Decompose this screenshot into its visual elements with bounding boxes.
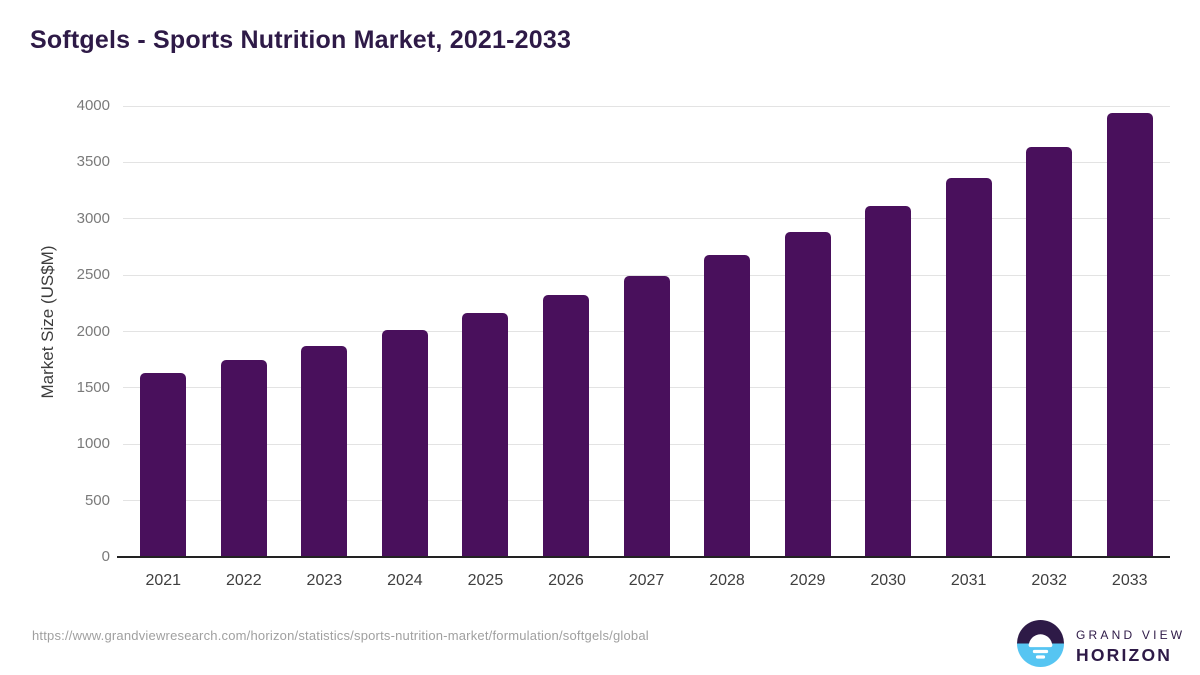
y-tick-3500: 3500 xyxy=(76,153,110,171)
bar-2031 xyxy=(945,177,992,557)
x-tick-2023: 2023 xyxy=(306,572,343,589)
y-tick-1500: 1500 xyxy=(76,378,110,396)
bar-2028 xyxy=(704,254,751,557)
bar-2025 xyxy=(462,313,509,557)
y-tick-1000: 1000 xyxy=(76,435,110,453)
gridline-3500 xyxy=(123,161,1170,163)
x-tick-2029: 2029 xyxy=(789,572,826,589)
gridline-2500 xyxy=(123,274,1170,276)
x-tick-2022: 2022 xyxy=(226,572,262,589)
bar-2026 xyxy=(542,295,589,557)
source-url: https://www.grandviewresearch.com/horizo… xyxy=(32,628,649,643)
x-tick-2028: 2028 xyxy=(709,572,745,589)
gridline-3000 xyxy=(123,218,1170,220)
x-axis-line xyxy=(117,556,1170,558)
y-tick-4000: 4000 xyxy=(76,97,110,114)
logo-text: GRAND VIEW HORIZON xyxy=(1076,628,1185,666)
x-tick-2021: 2021 xyxy=(145,572,182,589)
x-tick-2031: 2031 xyxy=(950,572,987,589)
bar-2021 xyxy=(140,373,187,557)
grand-view-horizon-logo: GRAND VIEW HORIZON xyxy=(1017,620,1182,668)
bar-2024 xyxy=(381,330,428,557)
logo-brand-name: GRAND VIEW xyxy=(1076,628,1186,642)
x-tick-2025: 2025 xyxy=(467,572,504,589)
bar-2030 xyxy=(865,205,912,557)
bar-2032 xyxy=(1026,147,1073,557)
gridline-4000 xyxy=(123,105,1170,107)
bar-2023 xyxy=(301,345,348,557)
chart-title: Softgels - Sports Nutrition Market, 2021… xyxy=(30,26,572,54)
y-tick-0: 0 xyxy=(101,548,110,565)
horizon-sun-icon xyxy=(1017,620,1064,667)
bar-chart-plot-area xyxy=(123,105,1170,557)
bar-2027 xyxy=(623,276,670,557)
x-tick-2030: 2030 xyxy=(870,572,906,589)
x-tick-2027: 2027 xyxy=(628,572,665,589)
y-tick-2000: 2000 xyxy=(76,322,110,340)
x-tick-2033: 2033 xyxy=(1111,572,1148,589)
y-tick-2500: 2500 xyxy=(76,266,110,284)
y-tick-3000: 3000 xyxy=(76,209,110,227)
logo-product-name: HORIZON xyxy=(1076,645,1173,665)
bar-2029 xyxy=(784,231,831,557)
bar-2022 xyxy=(220,359,267,557)
x-tick-2026: 2026 xyxy=(548,572,584,589)
bar-2033 xyxy=(1106,112,1153,557)
x-tick-2024: 2024 xyxy=(387,572,423,589)
x-tick-2032: 2032 xyxy=(1031,572,1067,589)
y-tick-500: 500 xyxy=(84,491,110,509)
